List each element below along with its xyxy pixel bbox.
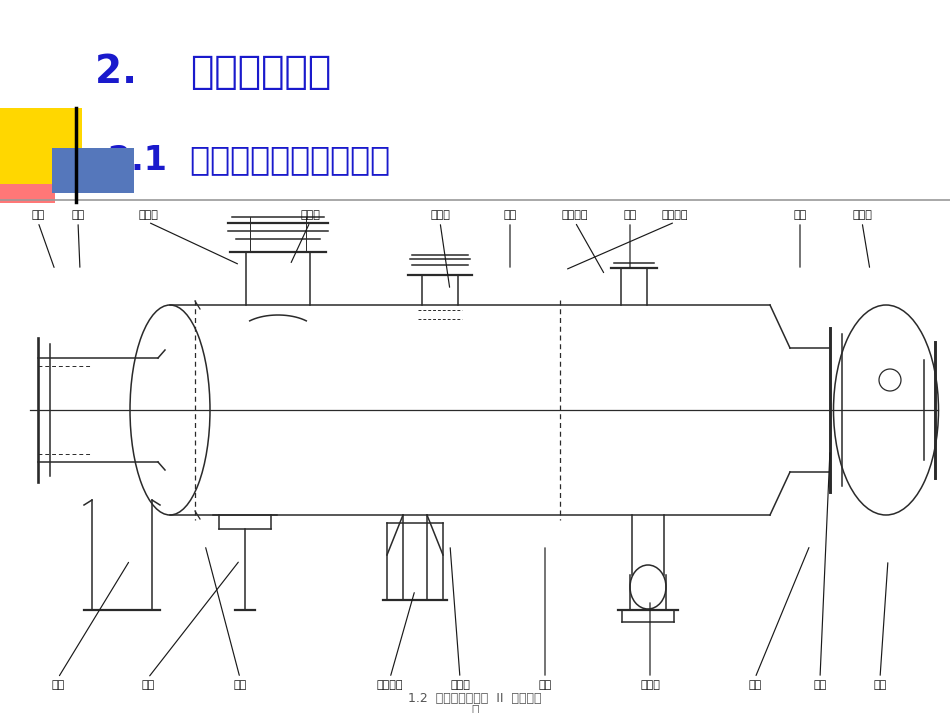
Text: 加强圈: 加强圈 <box>450 680 470 690</box>
Text: 类: 类 <box>471 704 479 713</box>
Text: 裙座: 裙座 <box>51 680 65 690</box>
Text: 2.1  压力容器的结构与分类: 2.1 压力容器的结构与分类 <box>108 143 390 177</box>
Text: 接管: 接管 <box>623 210 636 220</box>
Text: 人孔盖: 人孔盖 <box>300 210 320 220</box>
Text: 螺纹短节: 螺纹短节 <box>561 210 588 220</box>
Text: 鞍座: 鞍座 <box>142 680 155 690</box>
Text: 吊耳: 吊耳 <box>793 210 807 220</box>
Text: 筒体: 筒体 <box>539 680 552 690</box>
Bar <box>52 148 134 193</box>
Text: 1.2  压力容器基础二  II  结构与分: 1.2 压力容器基础二 II 结构与分 <box>408 692 542 704</box>
Text: 封头: 封头 <box>873 680 886 690</box>
Text: 封头: 封头 <box>71 210 85 220</box>
Text: 筒体: 筒体 <box>504 210 517 220</box>
Text: 紧固件: 紧固件 <box>138 210 158 220</box>
Text: 2.    压力容器基础: 2. 压力容器基础 <box>95 53 332 91</box>
Bar <box>0 108 82 184</box>
Text: 法兰: 法兰 <box>813 680 826 690</box>
Text: 密封面: 密封面 <box>640 680 660 690</box>
Text: 耳式支座: 耳式支座 <box>377 680 403 690</box>
Text: 补强圈: 补强圈 <box>430 210 450 220</box>
Text: 焊缝: 焊缝 <box>234 680 247 690</box>
Text: 封头: 封头 <box>749 680 762 690</box>
Text: 焊接短节: 焊接短节 <box>662 210 688 220</box>
Text: 密封面: 密封面 <box>852 210 872 220</box>
Text: 焊缝: 焊缝 <box>31 210 45 220</box>
Bar <box>0 148 55 203</box>
